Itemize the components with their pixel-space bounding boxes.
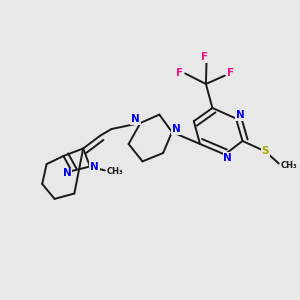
Text: N: N	[131, 114, 140, 124]
Text: N: N	[90, 161, 99, 172]
Text: F: F	[176, 68, 183, 78]
Text: CH₃: CH₃	[107, 167, 124, 176]
Text: N: N	[224, 153, 232, 163]
Text: N: N	[236, 110, 244, 121]
Text: F: F	[227, 68, 234, 78]
Text: N: N	[172, 124, 181, 134]
Text: N: N	[63, 168, 71, 178]
Text: F: F	[201, 52, 208, 62]
Text: CH₃: CH₃	[280, 160, 297, 169]
Text: S: S	[262, 146, 269, 157]
